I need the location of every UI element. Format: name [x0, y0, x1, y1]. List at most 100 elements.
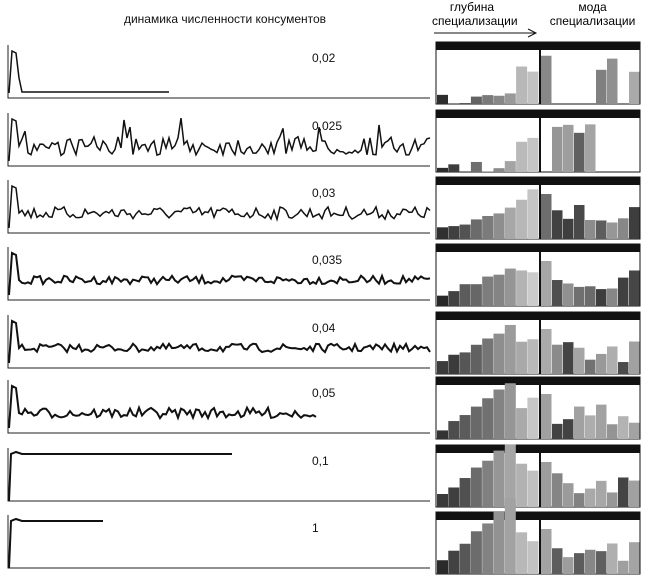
- depth-bar: [527, 470, 539, 507]
- mode-bar: [563, 218, 574, 239]
- mode-bar: [596, 289, 607, 306]
- mode-bar: [596, 353, 607, 374]
- mode-bar: [629, 71, 640, 104]
- depth-bar: [504, 498, 516, 574]
- mode-bar: [552, 548, 563, 574]
- mode-bar: [596, 404, 607, 439]
- mode-bar: [618, 477, 629, 507]
- mode-bar: [541, 529, 552, 574]
- depth-bar: [437, 94, 448, 104]
- mode-bar: [552, 210, 563, 239]
- mode-bar: [552, 344, 563, 374]
- panel-label: 0,05: [312, 386, 336, 400]
- depth-bar: [459, 224, 471, 239]
- mode-bar: [563, 557, 574, 574]
- mode-bar: [585, 286, 596, 306]
- depth-bar: [504, 444, 516, 507]
- mode-bar: [574, 406, 585, 439]
- axis: [7, 247, 430, 301]
- mode-bar: [618, 416, 629, 439]
- title: динамика численности консументов: [124, 12, 326, 26]
- depth-bar: [459, 103, 471, 104]
- mode-bar: [585, 488, 596, 507]
- depth-bar: [470, 531, 482, 574]
- depth-bar: [459, 284, 471, 306]
- depth-bar: [448, 550, 460, 574]
- mode-bar: [574, 204, 585, 239]
- hist-band: [436, 177, 640, 185]
- depth-bar: [448, 354, 460, 374]
- mode-bar: [607, 288, 618, 306]
- depth-bar: [437, 560, 448, 574]
- trace: [8, 384, 317, 429]
- mode-bar: [629, 207, 640, 239]
- axis: [7, 45, 430, 99]
- depth-bar: [482, 523, 494, 574]
- mode-bar: [574, 347, 585, 374]
- depth-bar: [470, 161, 482, 172]
- mode-bar: [629, 542, 640, 574]
- depth-bar: [504, 268, 516, 306]
- depth-bar: [448, 291, 460, 306]
- hist-band: [436, 445, 640, 453]
- depth-bar: [437, 167, 448, 172]
- trace: [8, 517, 103, 569]
- hist-band: [436, 512, 640, 520]
- hist-band: [436, 110, 640, 118]
- panel-label: 0,1: [312, 454, 329, 468]
- mode-bar: [585, 549, 596, 574]
- depth-bar: [482, 276, 494, 306]
- depth-bar: [482, 338, 494, 374]
- axis: [7, 180, 430, 234]
- mode-bar: [607, 346, 618, 374]
- depth-bar: [459, 543, 471, 574]
- axis: [7, 448, 430, 502]
- mode-bar: [596, 220, 607, 239]
- depth-bar: [482, 171, 494, 172]
- mode-bar: [607, 543, 618, 574]
- depth-bar: [493, 168, 505, 172]
- mode-bar: [574, 132, 585, 172]
- depth-bar: [482, 95, 494, 104]
- depth-bar: [470, 284, 482, 306]
- depth-bar: [470, 219, 482, 239]
- depth-bar: [516, 408, 528, 439]
- mode-bar: [541, 329, 552, 374]
- depth-bar: [504, 383, 516, 439]
- depth-bar: [504, 161, 516, 172]
- mode-bar: [541, 261, 552, 306]
- depth-bar: [493, 450, 505, 507]
- mode-bar: [563, 342, 574, 374]
- depth-bar: [527, 189, 539, 239]
- trace: [8, 251, 431, 296]
- axis: [7, 515, 430, 569]
- depth-bar: [516, 270, 528, 306]
- depth-bar: [437, 494, 448, 507]
- mode-bar: [629, 480, 640, 507]
- mode-bar: [629, 270, 640, 306]
- mode-bar: [563, 483, 574, 507]
- depth-bar: [493, 213, 505, 239]
- panel-label: 0,02: [312, 51, 336, 65]
- mode-bar: [618, 218, 629, 239]
- trace: [8, 49, 169, 94]
- depth-bar: [493, 333, 505, 374]
- axis: [7, 113, 430, 167]
- panel-label: 0,035: [312, 253, 342, 267]
- mode-bar: [541, 394, 552, 439]
- depth-bar: [493, 511, 505, 574]
- depth-bar: [516, 199, 528, 239]
- depth-header-box: глубина специализации: [432, 0, 518, 28]
- hist-band: [436, 312, 640, 320]
- depth-bar: [448, 164, 460, 172]
- mode-bar: [607, 492, 618, 507]
- panel-label: 1: [312, 521, 319, 535]
- depth-bar: [504, 324, 516, 374]
- mode-bar: [629, 341, 640, 374]
- depth-bar: [437, 227, 448, 239]
- depth-bar: [470, 406, 482, 439]
- depth-bar: [470, 467, 482, 507]
- mode-bar: [629, 422, 640, 439]
- depth-header: глубина специализации: [432, 0, 518, 28]
